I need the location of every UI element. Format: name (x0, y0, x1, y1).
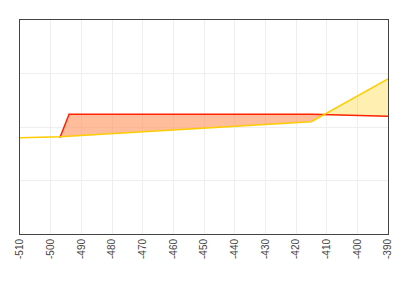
svg-text:-480: -480 (106, 239, 117, 259)
svg-text:-510: -510 (14, 239, 25, 259)
svg-text:-420: -420 (290, 239, 301, 259)
svg-text:-390: -390 (382, 239, 393, 259)
svg-text:-500: -500 (45, 239, 56, 259)
svg-text:-490: -490 (76, 239, 87, 259)
svg-text:-410: -410 (321, 239, 332, 259)
svg-text:-450: -450 (198, 239, 209, 259)
svg-text:-460: -460 (168, 239, 179, 259)
svg-text:-470: -470 (137, 239, 148, 259)
svg-text:-440: -440 (229, 239, 240, 259)
svg-text:-430: -430 (260, 239, 271, 259)
svg-text:-400: -400 (352, 239, 363, 259)
